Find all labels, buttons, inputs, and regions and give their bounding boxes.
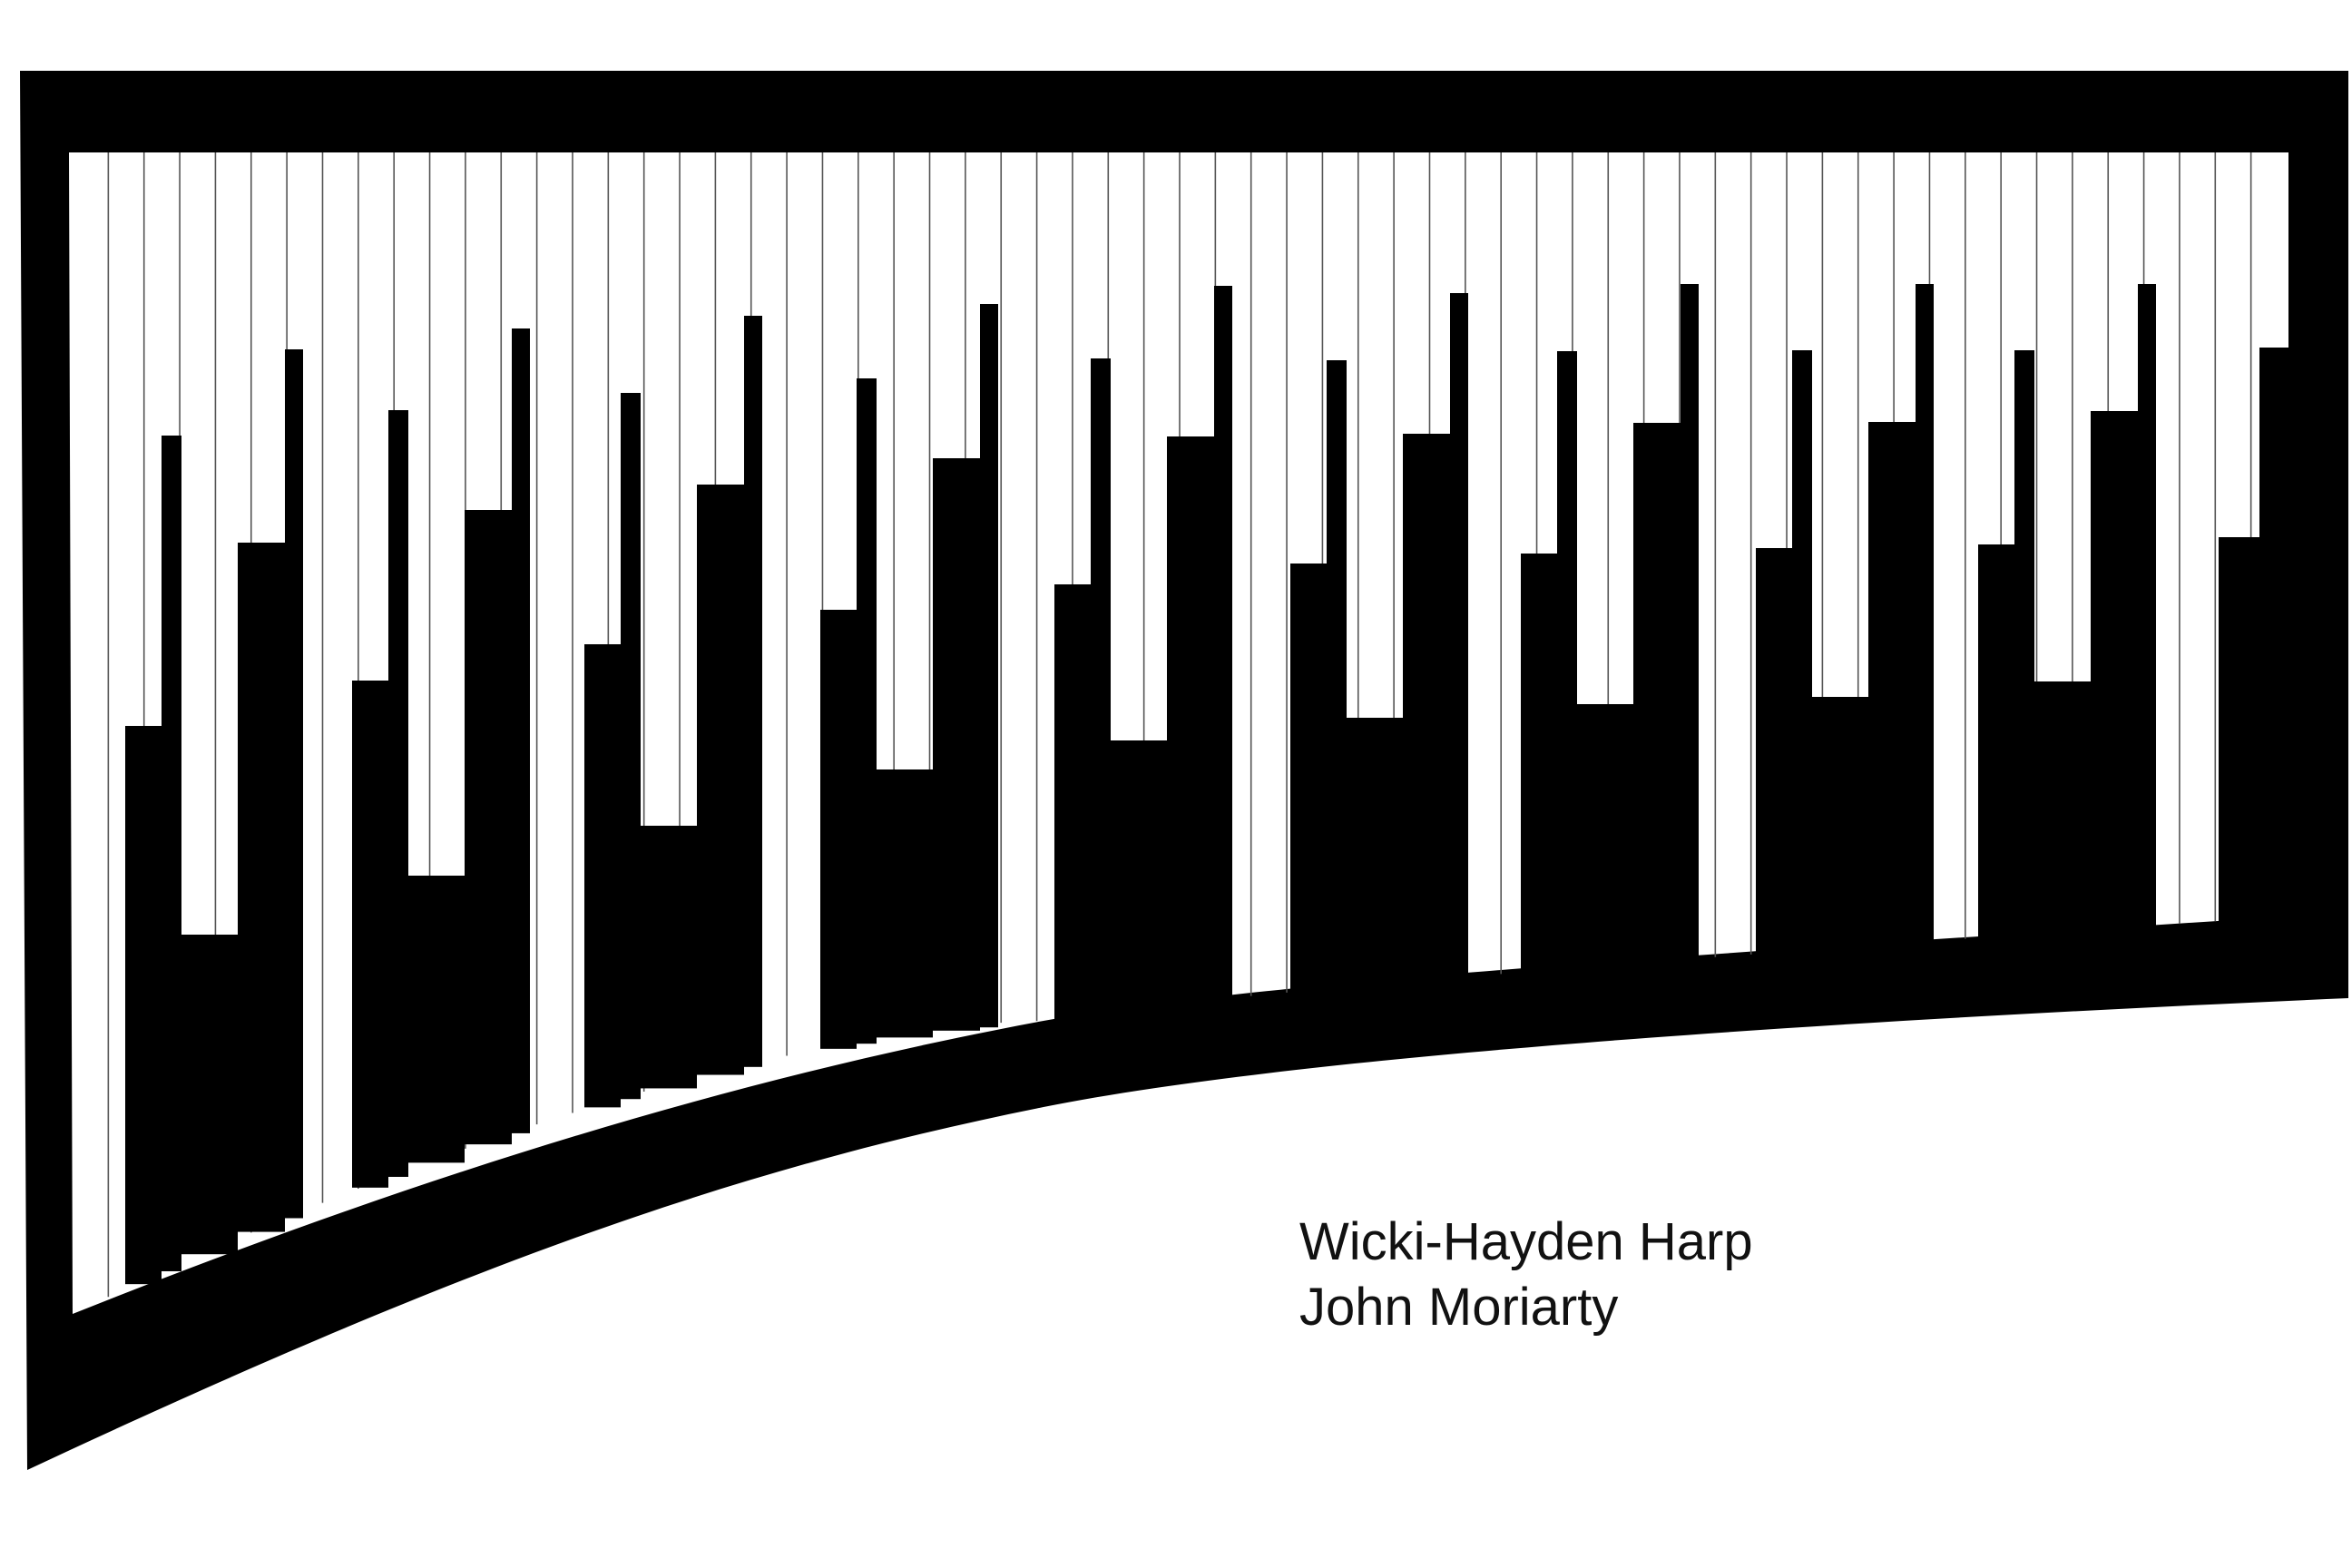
- soundboard-step: [285, 349, 303, 1219]
- soundboard-step: [857, 378, 877, 1044]
- soundboard-step: [1792, 350, 1812, 955]
- soundboard-step: [1054, 584, 1091, 1020]
- soundboard-step: [162, 436, 181, 1271]
- soundboard-step: [2034, 681, 2091, 936]
- soundboard-step: [1521, 554, 1557, 975]
- soundboard-step: [1681, 284, 1699, 963]
- soundboard-step: [1868, 422, 1916, 948]
- soundboard-step: [2219, 537, 2291, 923]
- soundboard-step: [641, 826, 697, 1089]
- soundboard-step: [388, 410, 408, 1177]
- caption-author: John Moriarty: [1299, 1278, 1619, 1337]
- soundboard-step: [125, 726, 162, 1285]
- soundboard-step: [1347, 718, 1403, 989]
- soundboard-step: [1916, 284, 1934, 946]
- soundboard-step: [1812, 697, 1868, 952]
- soundboard-step: [512, 328, 530, 1133]
- soundboard-step: [1633, 423, 1681, 965]
- soundboard-step: [1978, 544, 2014, 941]
- soundboard-step: [584, 644, 621, 1108]
- soundboard-step: [1577, 704, 1633, 970]
- soundboard-step: [2014, 350, 2034, 938]
- soundboard-step: [697, 485, 744, 1075]
- soundboard-step: [744, 316, 762, 1067]
- soundboard-step: [1327, 360, 1347, 992]
- soundboard-step: [980, 304, 998, 1028]
- soundboard-step: [1557, 351, 1577, 973]
- soundboard-step: [1290, 564, 1327, 995]
- soundboard-step: [465, 510, 512, 1145]
- soundboard: [125, 284, 2291, 1285]
- soundboard-step: [621, 393, 641, 1100]
- caption-title: Wicki-Hayden Harp: [1299, 1212, 1753, 1271]
- soundboard-step: [352, 681, 388, 1188]
- soundboard-step: [181, 935, 238, 1255]
- soundboard-step: [820, 610, 857, 1049]
- soundboard-step: [1450, 293, 1468, 982]
- soundboard-step: [2091, 411, 2138, 933]
- soundboard-step: [1403, 434, 1450, 985]
- soundboard-step: [1091, 358, 1111, 1016]
- soundboard-step: [408, 876, 465, 1163]
- soundboard-step: [877, 769, 933, 1038]
- soundboard-step: [933, 458, 980, 1031]
- soundboard-step: [1756, 548, 1792, 956]
- soundboard-step: [2259, 348, 2288, 544]
- soundboard-step: [2138, 284, 2156, 930]
- soundboard-step: [1111, 740, 1167, 1012]
- soundboard-step: [1214, 286, 1232, 1003]
- soundboard-step: [1167, 436, 1214, 1006]
- soundboard-step: [238, 543, 285, 1232]
